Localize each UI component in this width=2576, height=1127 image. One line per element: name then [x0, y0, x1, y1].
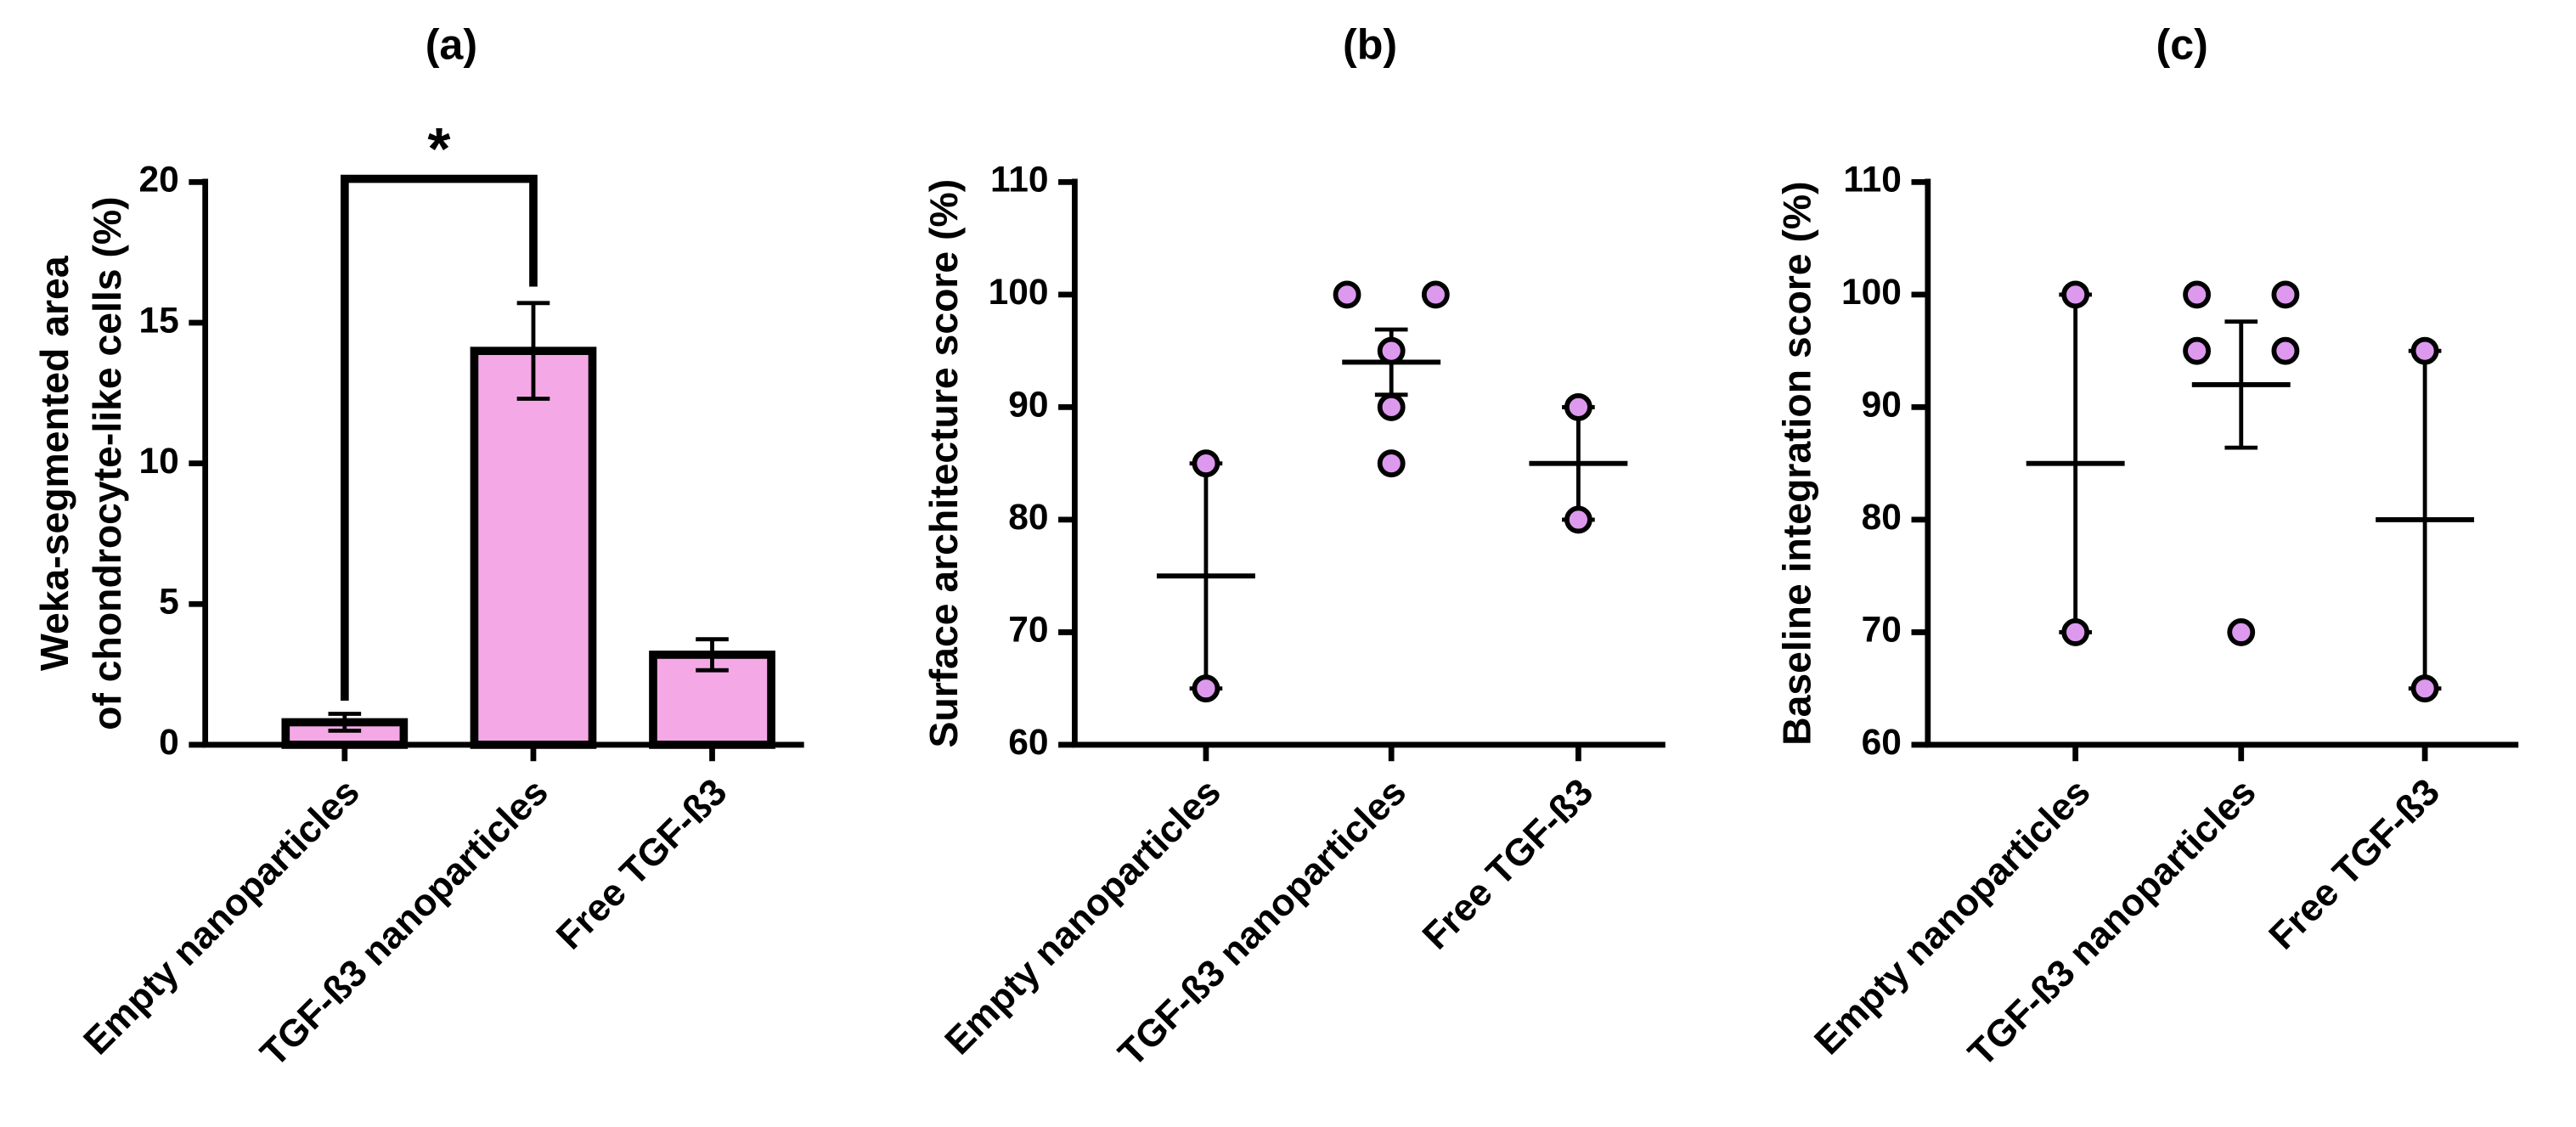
data-point [2183, 336, 2212, 365]
panel: (b) Surface architecture score (%) 60 70 80 9… [922, 21, 1601, 1075]
x-tick-label: Free TGF-ß3 [549, 771, 736, 958]
x-tick-label: Free TGF-ß3 [1415, 771, 1602, 958]
error-bar [328, 712, 362, 733]
data-point [1421, 280, 1450, 309]
error-bar [516, 301, 550, 401]
data-point [2061, 618, 2090, 646]
error-bar [696, 637, 729, 673]
data-point [2183, 280, 2212, 309]
y-tick-label: 15 [138, 301, 178, 341]
panel-title: (b) [1343, 21, 1397, 69]
data-point [2410, 674, 2439, 703]
data-point [2061, 280, 2090, 309]
data-point [1192, 674, 1220, 703]
significance-bracket [341, 174, 538, 702]
y-tick-label: 60 [1008, 723, 1048, 763]
y-tick-label: 80 [1008, 498, 1048, 538]
y-tick-label: 70 [1862, 611, 1902, 651]
x-tick-label: Free TGF-ß3 [2261, 771, 2448, 958]
data-point [1333, 280, 1361, 309]
y-tick-label: 90 [1008, 386, 1048, 425]
data-point [1564, 505, 1592, 534]
y-tick-label: 60 [1862, 723, 1902, 763]
y-tick-label: 100 [1841, 273, 1902, 313]
data-point [2271, 280, 2300, 309]
y-tick-label: 20 [138, 161, 178, 200]
y-axis-label: of chondrocyte-like cells (%) [85, 196, 129, 730]
y-axis-label: Surface architecture score (%) [922, 179, 966, 748]
x-tick-label: TGF-ß3 nanoparticles [1960, 771, 2263, 1074]
y-tick-label: 90 [1862, 386, 1902, 425]
bar [470, 347, 597, 749]
data-point [1564, 393, 1592, 421]
data-point [1377, 336, 1406, 365]
panel-title: (c) [2156, 21, 2208, 69]
y-tick-label: 80 [1862, 498, 1902, 538]
bar [281, 718, 409, 749]
data-point [2271, 336, 2300, 365]
data-point [1192, 449, 1220, 478]
panel-title: (a) [426, 21, 477, 69]
x-tick-label: Empty nanoparticles [1807, 771, 2098, 1062]
data-point [2227, 618, 2256, 646]
y-tick-label: 70 [1008, 611, 1048, 651]
y-axis-label: Baseline integration score (%) [1774, 181, 1818, 745]
y-tick-label: 10 [138, 442, 178, 482]
data-point [1377, 393, 1406, 421]
y-tick-label: 100 [989, 273, 1049, 313]
y-tick-label: 110 [1843, 161, 1902, 200]
data-point [2410, 336, 2439, 365]
y-tick-label: 5 [159, 583, 179, 623]
data-point [1377, 449, 1406, 478]
y-tick-label: 0 [159, 723, 179, 763]
y-axis-label: Weka-segmented area [32, 255, 76, 671]
y-tick-label: 110 [990, 161, 1049, 200]
panel: (c) Baseline integration score (%) 60 70 80 9… [1774, 21, 2448, 1075]
significance-label: * [427, 116, 450, 182]
